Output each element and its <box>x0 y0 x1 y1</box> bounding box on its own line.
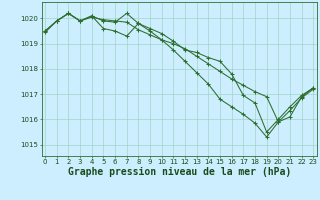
X-axis label: Graphe pression niveau de la mer (hPa): Graphe pression niveau de la mer (hPa) <box>68 167 291 177</box>
